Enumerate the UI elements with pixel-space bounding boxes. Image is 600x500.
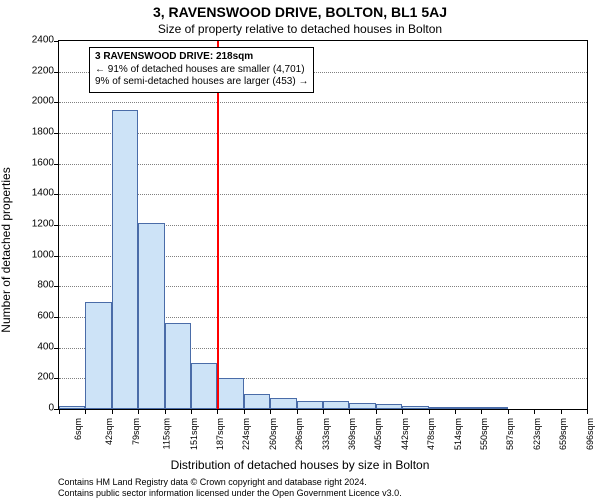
y-tick-label: 1800: [32, 127, 54, 138]
y-tick-label: 1600: [32, 157, 54, 168]
histogram-bar: [217, 378, 243, 409]
histogram-bar: [270, 398, 296, 409]
y-tick-label: 1200: [32, 219, 54, 230]
histogram-bar: [297, 401, 323, 409]
gridline: [59, 194, 587, 195]
x-tick-label: 442sqm: [400, 418, 410, 450]
x-tick-label: 333sqm: [321, 418, 331, 450]
y-tick-label: 1000: [32, 249, 54, 260]
plot-area: 3 RAVENSWOOD DRIVE: 218sqm ← 91% of deta…: [58, 40, 588, 410]
gridline: [59, 133, 587, 134]
copyright-line: Contains public sector information licen…: [58, 488, 588, 498]
x-tick-label: 115sqm: [162, 418, 172, 449]
x-tick-label: 478sqm: [426, 418, 436, 450]
x-tick-label: 79sqm: [131, 418, 141, 445]
x-tick-label: 151sqm: [189, 418, 199, 450]
x-tick-label: 696sqm: [585, 418, 595, 450]
histogram-bar: [138, 223, 164, 409]
histogram-bar: [165, 323, 191, 409]
y-tick-label: 600: [37, 311, 54, 322]
y-tick-label: 800: [37, 280, 54, 291]
y-tick-label: 400: [37, 341, 54, 352]
x-tick-label: 514sqm: [453, 418, 463, 450]
y-tick-label: 2400: [32, 35, 54, 46]
histogram-bar: [112, 110, 138, 409]
histogram-bar: [429, 407, 455, 409]
x-tick-label: 6sqm: [73, 418, 83, 440]
x-tick-label: 42sqm: [104, 418, 114, 445]
x-tick-label: 623sqm: [532, 418, 542, 450]
copyright-notice: Contains HM Land Registry data © Crown c…: [58, 477, 588, 498]
histogram-bar: [244, 394, 270, 409]
histogram-bar: [191, 363, 217, 409]
x-tick-label: 369sqm: [347, 418, 357, 450]
y-tick-label: 2200: [32, 65, 54, 76]
x-tick-label: 550sqm: [479, 418, 489, 450]
histogram-bar: [481, 407, 507, 409]
y-tick-label: 0: [48, 403, 54, 414]
y-ticks: 0200400600800100012001400160018002000220…: [0, 40, 58, 410]
histogram-bar: [59, 406, 85, 409]
reference-line: [217, 41, 219, 409]
annotation-line: ← 91% of detached houses are smaller (4,…: [95, 64, 308, 77]
x-ticks: 6sqm 42sqm 79sqm 115sqm 151sqm 187sqm 224sqm 26…: [58, 410, 588, 460]
x-tick-label: 405sqm: [373, 418, 383, 450]
histogram-bar: [455, 407, 481, 409]
chart-title: 3, RAVENSWOOD DRIVE, BOLTON, BL1 5AJ: [0, 4, 600, 20]
histogram-bar: [376, 404, 402, 409]
x-axis-label: Distribution of detached houses by size …: [0, 458, 600, 472]
annotation-box: 3 RAVENSWOOD DRIVE: 218sqm ← 91% of deta…: [89, 47, 314, 93]
histogram-bar: [323, 401, 349, 409]
copyright-line: Contains HM Land Registry data © Crown c…: [58, 477, 588, 487]
histogram-bar: [402, 406, 428, 409]
histogram-bar: [349, 403, 375, 409]
y-tick-label: 2000: [32, 96, 54, 107]
x-tick-label: 296sqm: [294, 418, 304, 450]
histogram-bar: [85, 302, 111, 409]
chart-subtitle: Size of property relative to detached ho…: [0, 22, 600, 36]
x-tick-label: 587sqm: [505, 418, 515, 450]
gridline: [59, 102, 587, 103]
x-tick-label: 260sqm: [268, 418, 278, 450]
annotation-line: 9% of semi-detached houses are larger (4…: [95, 76, 308, 89]
annotation-line: 3 RAVENSWOOD DRIVE: 218sqm: [95, 51, 308, 64]
x-tick-label: 224sqm: [241, 418, 251, 450]
y-tick-label: 1400: [32, 188, 54, 199]
x-tick-label: 187sqm: [215, 418, 225, 450]
x-tick-label: 659sqm: [558, 418, 568, 450]
gridline: [59, 164, 587, 165]
y-tick-label: 200: [37, 372, 54, 383]
